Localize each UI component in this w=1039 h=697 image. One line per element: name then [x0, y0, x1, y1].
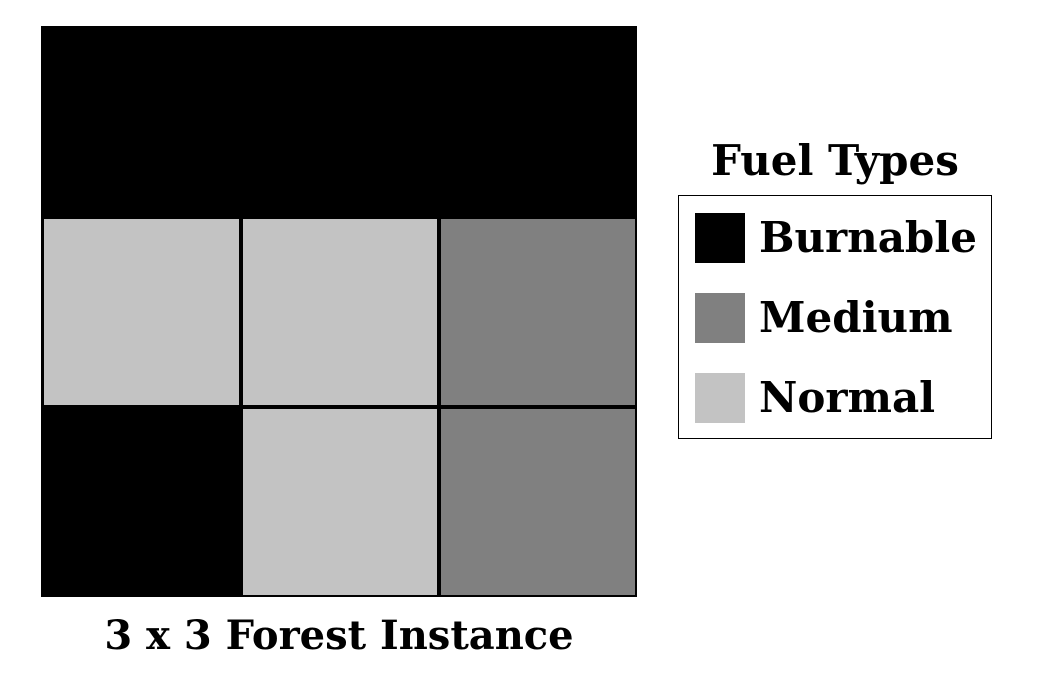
- grid-cell-r2-c3-medium: [441, 219, 635, 405]
- grid-cell-r3-c3-medium: [441, 409, 635, 595]
- forest-grid: [41, 26, 637, 597]
- grid-cell-r3-c1-burnable: [44, 409, 239, 595]
- grid-cell-r1-c2-burnable: [243, 29, 437, 215]
- legend-swatch-medium: [695, 293, 745, 343]
- grid-caption: 3 x 3 Forest Instance: [41, 612, 637, 659]
- legend-box: Burnable Medium Normal: [678, 195, 992, 439]
- legend-label-burnable: Burnable: [759, 213, 977, 263]
- grid-cell-r3-c2-normal: [243, 409, 437, 595]
- legend-swatch-normal: [695, 373, 745, 423]
- legend-label-normal: Normal: [759, 373, 935, 423]
- grid-cell-r1-c3-burnable: [441, 29, 635, 215]
- grid-cell-r2-c2-normal: [243, 219, 437, 405]
- legend-swatch-burnable: [695, 213, 745, 263]
- legend-item-medium: Medium: [695, 293, 953, 343]
- legend-label-medium: Medium: [759, 293, 953, 343]
- legend-title: Fuel Types: [678, 136, 992, 185]
- legend-item-burnable: Burnable: [695, 213, 977, 263]
- grid-cell-r1-c1-burnable: [44, 29, 239, 215]
- legend-item-normal: Normal: [695, 373, 935, 423]
- grid-cell-r2-c1-normal: [44, 219, 239, 405]
